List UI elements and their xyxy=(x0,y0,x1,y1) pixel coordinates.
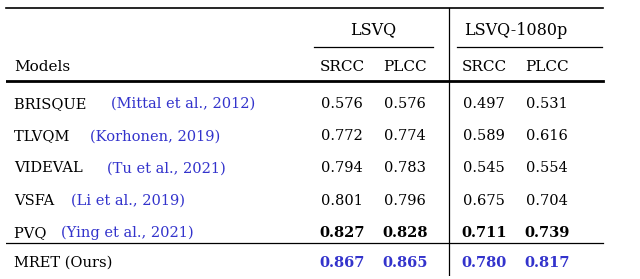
Text: 0.739: 0.739 xyxy=(524,226,570,240)
Text: 0.772: 0.772 xyxy=(321,129,363,143)
Text: 0.794: 0.794 xyxy=(321,162,363,175)
Text: 0.589: 0.589 xyxy=(463,129,505,143)
Text: (Korhonen, 2019): (Korhonen, 2019) xyxy=(90,129,220,143)
Text: 0.783: 0.783 xyxy=(383,162,426,175)
Text: 0.801: 0.801 xyxy=(321,194,363,208)
Text: 0.711: 0.711 xyxy=(461,226,507,240)
Text: (Mittal et al., 2012): (Mittal et al., 2012) xyxy=(111,97,255,111)
Text: PVQ: PVQ xyxy=(14,226,51,240)
Text: Models: Models xyxy=(14,60,70,74)
Text: LSVQ-1080p: LSVQ-1080p xyxy=(464,22,567,39)
Text: 0.865: 0.865 xyxy=(382,256,428,270)
Text: 0.675: 0.675 xyxy=(463,194,505,208)
Text: PLCC: PLCC xyxy=(525,60,569,74)
Text: MRET (Ours): MRET (Ours) xyxy=(14,256,112,270)
Text: 0.796: 0.796 xyxy=(384,194,426,208)
Text: 0.531: 0.531 xyxy=(526,97,568,111)
Text: 0.828: 0.828 xyxy=(382,226,428,240)
Text: 0.576: 0.576 xyxy=(384,97,426,111)
Text: VSFA: VSFA xyxy=(14,194,59,208)
Text: 0.817: 0.817 xyxy=(524,256,570,270)
Text: SRCC: SRCC xyxy=(462,60,507,74)
FancyBboxPatch shape xyxy=(305,278,604,279)
Text: 0.497: 0.497 xyxy=(463,97,505,111)
Text: 0.616: 0.616 xyxy=(526,129,568,143)
Text: VIDEVAL: VIDEVAL xyxy=(14,162,87,175)
Text: (Li et al., 2019): (Li et al., 2019) xyxy=(70,194,185,208)
Text: 0.704: 0.704 xyxy=(526,194,568,208)
Text: 0.554: 0.554 xyxy=(526,162,568,175)
Text: LSVQ: LSVQ xyxy=(350,22,396,39)
Text: PLCC: PLCC xyxy=(383,60,426,74)
Text: (Ying et al., 2021): (Ying et al., 2021) xyxy=(61,226,193,240)
Text: 0.780: 0.780 xyxy=(461,256,507,270)
Text: SRCC: SRCC xyxy=(319,60,365,74)
Text: 0.867: 0.867 xyxy=(319,256,365,270)
Text: 0.827: 0.827 xyxy=(319,226,365,240)
Text: BRISQUE: BRISQUE xyxy=(14,97,91,111)
Text: 0.576: 0.576 xyxy=(321,97,363,111)
Text: 0.774: 0.774 xyxy=(384,129,426,143)
Text: 0.545: 0.545 xyxy=(463,162,505,175)
Text: (Tu et al., 2021): (Tu et al., 2021) xyxy=(107,162,225,175)
Text: TLVQM: TLVQM xyxy=(14,129,74,143)
